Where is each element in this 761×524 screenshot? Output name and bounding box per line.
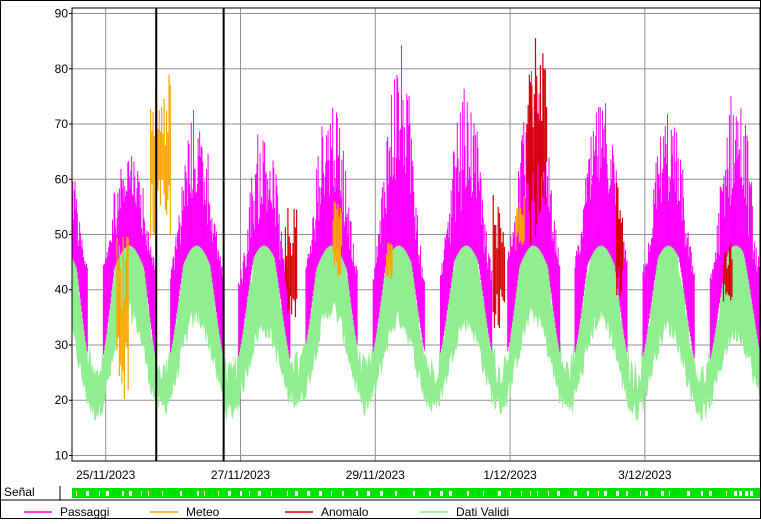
signal-gap xyxy=(106,491,109,496)
signal-gap xyxy=(521,491,522,496)
signal-gap xyxy=(148,491,149,496)
signal-gap xyxy=(587,491,589,496)
signal-gap xyxy=(249,491,250,496)
signal-gap xyxy=(258,491,261,496)
signal-gap xyxy=(745,491,748,496)
signal-gap xyxy=(204,491,205,496)
x-tick-label: 25/11/2023 xyxy=(76,468,135,482)
signal-gap xyxy=(99,491,100,496)
y-tick-label: 40 xyxy=(55,283,69,297)
signal-gap xyxy=(734,491,737,496)
signal-gap xyxy=(129,491,132,496)
signal-gap xyxy=(467,491,469,496)
signal-gap xyxy=(498,491,501,496)
y-tick-label: 90 xyxy=(55,7,69,21)
signal-gap xyxy=(616,491,619,496)
signal-gap xyxy=(395,491,397,496)
x-axis: 25/11/2023 27/11/2023 29/11/2023 1/12/2023 3… xyxy=(76,468,672,482)
grid xyxy=(72,8,760,461)
y-tick-label: 80 xyxy=(55,62,69,76)
signal-gap xyxy=(295,491,298,496)
signal-gap xyxy=(180,491,182,496)
day-markers xyxy=(155,8,225,461)
signal-gap xyxy=(356,491,358,496)
signal-gap xyxy=(76,491,77,496)
y-tick-label: 30 xyxy=(55,338,69,352)
signal-gap xyxy=(331,491,332,496)
signal-gap xyxy=(440,491,443,496)
legend-label-dati-validi: Dati Validi xyxy=(456,505,509,519)
signal-gap xyxy=(449,491,452,496)
signal-gap xyxy=(86,491,89,496)
signal-gap xyxy=(661,491,664,496)
signal-gap xyxy=(271,491,272,496)
signal-gap xyxy=(287,491,288,496)
signal-gap xyxy=(726,491,727,496)
signal-gap xyxy=(342,491,344,496)
signal-gap xyxy=(218,491,219,496)
signal-gap xyxy=(228,491,231,496)
signal-gap xyxy=(530,491,531,496)
legend-label-anomalo: Anomalo xyxy=(321,505,369,519)
y-tick-label: 70 xyxy=(55,117,69,131)
x-tick-label: 3/12/2023 xyxy=(618,468,672,482)
signal-gap xyxy=(750,491,753,496)
signal-bar xyxy=(72,488,760,498)
signal-gap xyxy=(604,491,607,496)
y-axis: 10 20 30 40 50 60 70 80 90 xyxy=(55,7,72,462)
signal-gap xyxy=(413,491,415,496)
signal-gap xyxy=(548,491,549,496)
signal-gap xyxy=(557,491,560,496)
signal-gap xyxy=(429,491,431,496)
signal-strip: Señal xyxy=(0,485,761,501)
legend-label-meteo: Meteo xyxy=(186,505,220,519)
signal-gap xyxy=(739,491,742,496)
signal-gap xyxy=(141,491,142,496)
signal-gap xyxy=(626,491,628,496)
x-tick-label: 1/12/2023 xyxy=(483,468,537,482)
signal-gap xyxy=(367,491,370,496)
legend-label-passaggi: Passaggi xyxy=(60,505,109,519)
signal-gap xyxy=(537,491,538,496)
signal-gap xyxy=(598,491,599,496)
signal-gap xyxy=(307,491,310,496)
signal-gap xyxy=(709,491,712,496)
y-tick-label: 10 xyxy=(55,448,69,462)
signal-gap xyxy=(574,491,577,496)
signal-gap xyxy=(687,491,690,496)
y-tick-label: 60 xyxy=(55,172,69,186)
signal-gap xyxy=(240,491,242,496)
signal-gap xyxy=(380,491,383,496)
legend: Passaggi Meteo Anomalo Dati Validi xyxy=(24,505,509,519)
signal-gap xyxy=(669,491,670,496)
signal-gap xyxy=(645,491,648,496)
signal-gap xyxy=(319,491,322,496)
signal-gap xyxy=(162,491,163,496)
signal-gap xyxy=(701,491,703,496)
x-tick-label: 29/11/2023 xyxy=(346,468,405,482)
signal-label: Señal xyxy=(4,485,35,499)
signal-gap xyxy=(483,491,484,496)
signal-gap xyxy=(197,491,199,496)
signal-gap xyxy=(510,491,511,496)
x-tick-label: 27/11/2023 xyxy=(211,468,270,482)
y-tick-label: 20 xyxy=(55,393,69,407)
signal-gap xyxy=(640,491,641,496)
signal-gap xyxy=(122,491,124,496)
y-tick-label: 50 xyxy=(55,228,69,242)
